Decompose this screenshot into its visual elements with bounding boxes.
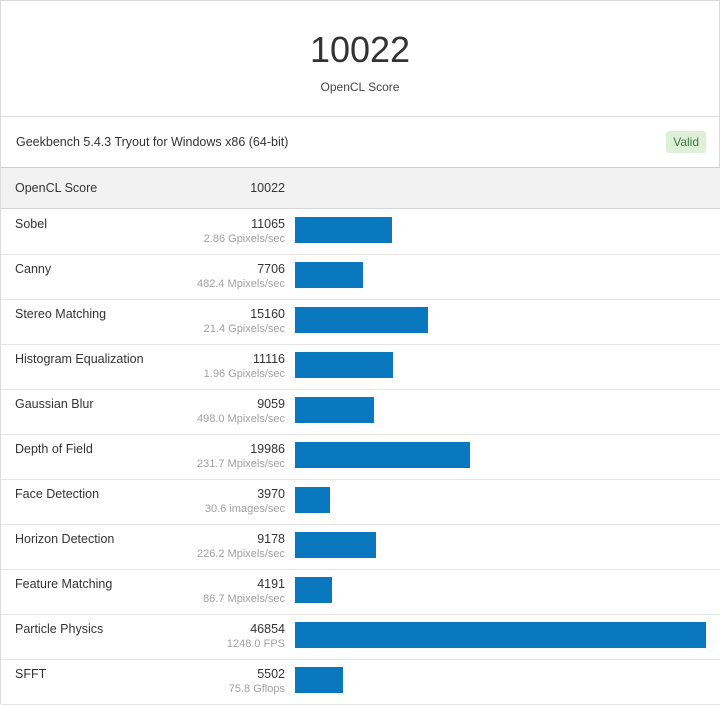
overall-score: 10022 [309,29,411,70]
row-rate: 30.6 images/sec [204,503,285,515]
row-score: 11065 [251,217,285,231]
row-name: Face Detection [15,487,100,501]
row-rate: 2.86 Gpixels/sec [203,233,285,245]
row-score: 9178 [257,532,285,546]
score-bar [295,577,332,603]
table-row: SFFT 5502 75.8 Gflops [1,659,720,705]
score-bar [295,442,470,468]
row-name: Gaussian Blur [15,397,94,411]
row-name: Depth of Field [15,442,93,456]
table-row: Feature Matching 4191 86.7 Mpixels/sec [1,569,720,615]
table-row: Horizon Detection 9178 226.2 Mpixels/sec [1,524,720,570]
row-rate: 498.0 Mpixels/sec [196,413,285,425]
table-row: Sobel 11065 2.86 Gpixels/sec [1,209,720,255]
score-bar [295,487,330,513]
score-bar [295,532,376,558]
row-score: 46854 [250,622,285,636]
row-rate: 1.96 Gpixels/sec [203,368,285,380]
score-bar [295,622,706,648]
overall-score-label: OpenCL Score [320,80,400,94]
row-name: Histogram Equalization [15,352,144,366]
row-score: 11116 [253,352,285,366]
row-rate: 226.2 Mpixels/sec [196,548,285,560]
row-name: SFFT [15,667,47,681]
version-label: Geekbench 5.4.3 Tryout for Windows x86 (… [16,135,289,149]
score-bar [295,667,343,693]
row-score: 5502 [257,667,285,681]
score-bar [295,217,392,243]
row-name: Particle Physics [15,622,104,636]
row-name: Feature Matching [15,577,113,591]
row-rate: 75.8 Gflops [228,683,285,695]
score-card: 10022 OpenCL Score Geekbench 5.4.3 Tryou… [0,0,720,167]
row-name: Sobel [15,217,47,231]
table-row: Particle Physics 46854 1248.0 FPS [1,614,720,660]
row-score: 3970 [257,487,285,501]
row-rate: 482.4 Mpixels/sec [196,278,285,290]
score-bar [295,352,393,378]
table-row: Gaussian Blur 9059 498.0 Mpixels/sec [1,389,720,435]
row-rate: 86.7 Mpixels/sec [203,593,285,605]
score-bar [295,307,428,333]
score-bar [295,262,363,288]
card-divider [1,116,719,117]
row-rate: 1248.0 FPS [226,638,285,650]
row-score: 15160 [250,307,285,321]
table-row: Depth of Field 19986 231.7 Mpixels/sec [1,434,720,480]
status-badge: Valid [666,131,706,153]
row-rate: 231.7 Mpixels/sec [196,458,285,470]
summary-label: OpenCL Score [15,181,98,195]
row-score: 4191 [257,577,285,591]
summary-row: OpenCL Score 10022 [1,168,720,209]
row-score: 7706 [257,262,285,276]
table-row: Stereo Matching 15160 21.4 Gpixels/sec [1,299,720,345]
results-table: OpenCL Score 10022 Sobel 11065 2.86 Gpixel… [0,167,720,705]
score-bar [295,397,374,423]
row-score: 19986 [250,442,285,456]
row-rate: 21.4 Gpixels/sec [203,323,285,335]
table-row: Canny 7706 482.4 Mpixels/sec [1,254,720,300]
table-row: Face Detection 3970 30.6 images/sec [1,479,720,525]
row-name: Horizon Detection [15,532,115,546]
row-score: 9059 [257,397,285,411]
summary-score: 10022 [250,181,285,195]
row-name: Stereo Matching [15,307,107,321]
table-row: Histogram Equalization 11116 1.96 Gpixels/… [1,344,720,390]
row-name: Canny [15,262,52,276]
